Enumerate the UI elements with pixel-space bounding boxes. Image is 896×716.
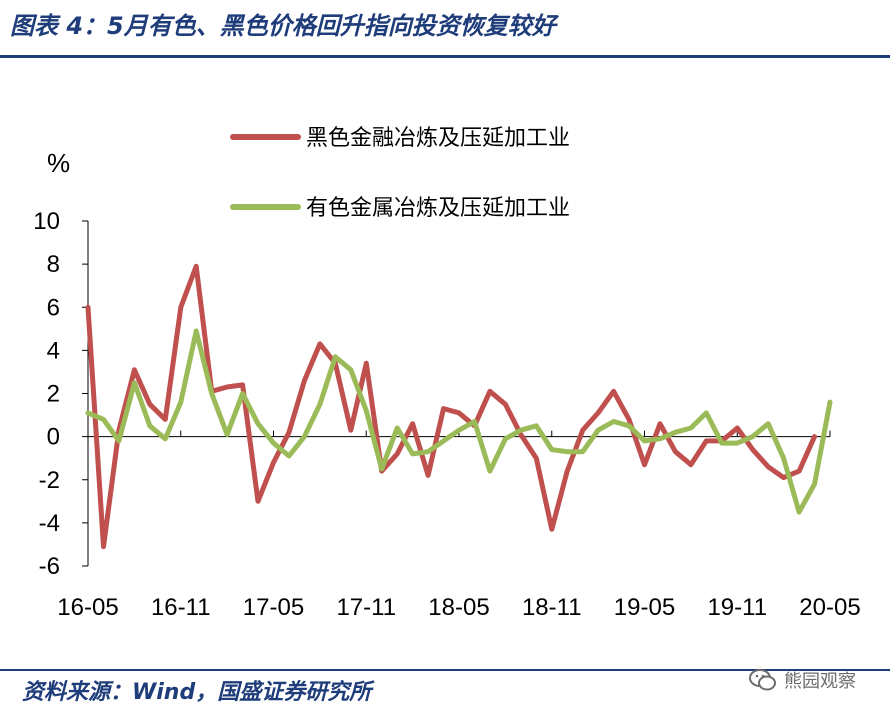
y-tick-label: 4	[47, 337, 60, 364]
x-tick-label: 18-11	[522, 594, 582, 621]
legend-label: 黑色金融冶炼及压延加工业	[306, 126, 570, 151]
x-tick-label: 16-05	[57, 594, 118, 621]
x-tick-label: 19-05	[614, 594, 675, 621]
y-tick-label: -6	[39, 553, 60, 580]
page-title: 图表 4：5月有色、黑色价格回升指向投资恢复较好	[10, 12, 556, 40]
y-axis-unit: %	[47, 148, 70, 178]
x-tick-label: 17-11	[336, 594, 396, 621]
series-line-0	[85, 263, 817, 550]
x-tick-label: 19-11	[707, 594, 767, 621]
header-rule	[0, 55, 890, 58]
y-tick-label: 8	[47, 251, 60, 278]
y-tick-label: 10	[33, 208, 60, 235]
y-tick-label: 6	[47, 294, 60, 321]
watermark-label: 熊园观察	[784, 671, 856, 692]
x-tick-label: 20-05	[799, 594, 860, 621]
y-tick-label: 2	[47, 381, 60, 408]
x-tick-label: 16-11	[151, 594, 211, 621]
y-tick-label: -4	[39, 510, 60, 537]
series-line-1	[85, 328, 833, 515]
x-tick-label: 18-05	[428, 594, 489, 621]
watermark: 熊园观察	[748, 660, 856, 700]
legend-label: 有色金属冶炼及压延加工业	[306, 196, 570, 221]
y-tick-label: 0	[47, 424, 60, 451]
y-tick-label: -2	[39, 467, 60, 494]
source-note: 资料来源：Wind，国盛证券研究所	[22, 680, 372, 705]
x-tick-label: 17-05	[243, 594, 304, 621]
footer-rule	[0, 669, 890, 671]
wechat-icon	[749, 669, 776, 691]
